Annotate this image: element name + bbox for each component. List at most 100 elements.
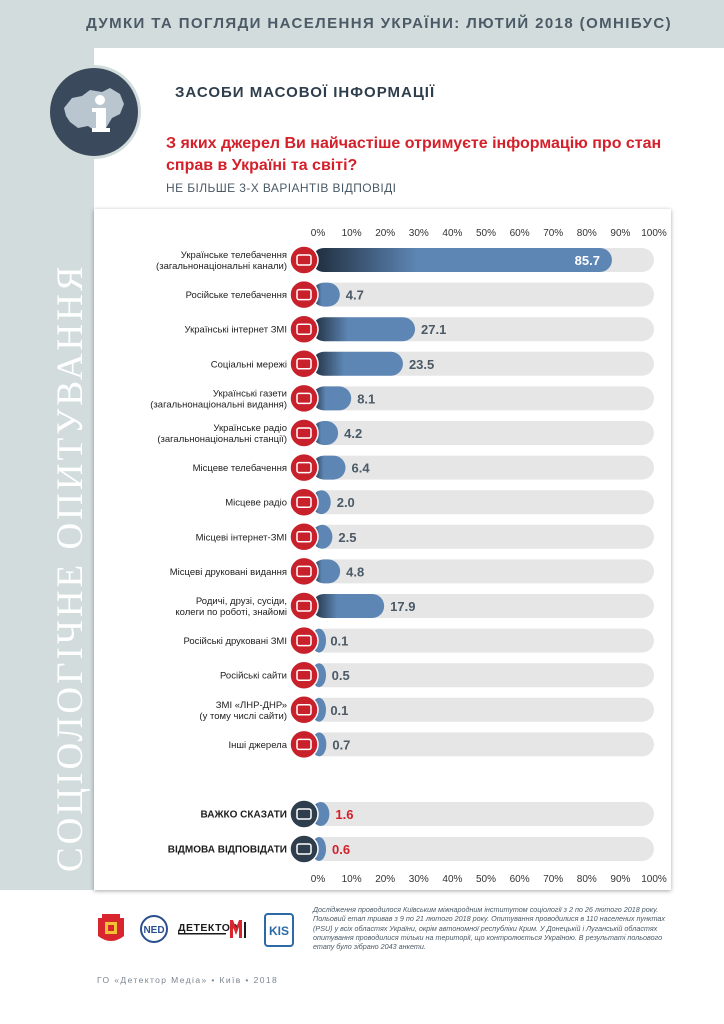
bar-value-label: 4.2 [344,426,362,441]
bar-source-icon-glyph [296,288,312,301]
bar-source-icon-glyph [296,565,312,578]
bar-value-label: 2.5 [338,530,356,545]
tick-label-top: 80% [577,228,597,239]
bar-value-label: 27.1 [421,322,446,337]
bar-track [312,697,654,722]
bar-value-label: 8.1 [357,391,375,406]
tick-label-bottom: 50% [476,874,496,885]
extra-category-label: ВІДМОВА ВІДПОВІДАТИ [168,845,287,856]
bar-category-label: Місцеві друковані видання [170,567,287,578]
tick-label-bottom: 60% [510,874,530,885]
bar-source-icon-glyph [296,358,312,370]
extra-source-icon-glyph [296,843,312,855]
bar-category-label: Українські газети (загальнонаціональні ви… [150,388,287,410]
bar-value-label: 0.7 [332,737,350,752]
bar-source-icon-glyph [296,531,312,543]
answer-limit-note: НЕ БІЛЬШЕ 3-Х ВАРІАНТІВ ВІДПОВІДІ [166,181,397,195]
bar-category-label: Російські друковані ЗМІ [183,636,287,647]
bar-category-label: Родичі, друзі, сусіди, колеги по роботі, … [175,596,287,618]
tick-label-bottom: 90% [610,874,630,885]
extra-source-icon-glyph [296,808,312,820]
bar-source-icon [289,625,319,656]
bar-source-icon-glyph [296,600,312,612]
bar-track [312,559,654,584]
bar-category-label: Місцеве телебачення [193,463,287,474]
bar-value-label: 2.0 [337,495,355,510]
bar-track [312,732,654,757]
tick-label-bottom: 30% [409,874,429,885]
question-text: З яких джерел Ви найчастіше отримуєте ін… [166,135,662,174]
bar-track [312,524,654,549]
detector-logo-text: ДЕТЕКТОР [178,922,238,934]
bar-source-icon [289,452,319,483]
bar-source-icon-glyph [296,427,312,439]
bar-source-icon [289,383,319,414]
bar-source-icon [289,556,319,587]
bar-value-label: 0.5 [332,668,350,683]
bar-bar [312,351,403,376]
tick-label-bottom: 80% [577,874,597,885]
chart-panel: 0% 0% 10% 10% 20% 20% 30% 30% 40% 40% 50% 50% 60% 60%… [94,209,671,890]
bar-source-icon-glyph [296,738,312,751]
bar-category-label: Українські інтернет ЗМІ [185,325,288,336]
bar-source-icon-glyph [296,392,312,405]
tick-label-bottom: 100% [641,874,667,885]
bar-source-icon [289,279,319,310]
tick-label-bottom: 10% [342,874,362,885]
header-band [0,0,724,48]
media-sources-chart: 0% 0% 10% 10% 20% 20% 30% 30% 40% 40% 50% 50% 60% 60%… [150,228,667,885]
bar-bar [312,455,346,480]
bar-bar [312,559,341,584]
bar-bar [312,421,339,445]
bar-track [312,628,654,653]
bar-bar [312,248,612,272]
bar-category-label: Соціальні мережі [211,359,287,370]
bar-source-icon [289,487,319,517]
kiis-logo: KIS [264,913,294,952]
tick-label-top: 20% [375,228,395,239]
bar-source-icon-glyph [296,323,312,335]
bar-value-label: 4.7 [346,288,364,303]
detector-media-logo: ДЕТЕКТОР [178,918,248,949]
bar-track [312,282,654,307]
methodology-footnote: Дослідження проводилося Київським міжнар… [313,905,666,952]
bar-source-icon-glyph [296,496,312,508]
extra-value-label: 0.6 [332,842,350,857]
extra-track [312,837,654,861]
footer-logos: NED ДЕТЕКТОР KIS [94,912,304,952]
tick-label-top: 60% [510,228,530,239]
tick-label-bottom: 70% [543,874,563,885]
bar-category-label: ЗМІ «ЛНР-ДНР» (у тому числі сайти) [199,700,287,722]
bar-track [312,386,654,411]
page-header-title: ДУМКИ ТА ПОГЛЯДИ НАСЕЛЕННЯ УКРАЇНИ: ЛЮТИ… [86,15,672,32]
tick-label-top: 70% [543,228,563,239]
tick-label-top: 90% [610,228,630,239]
tick-label-top: 40% [442,228,462,239]
info-map-icon [50,68,138,156]
bar-value-label: 4.8 [346,564,364,579]
bar-value-label: 17.9 [390,599,415,614]
bar-value-label: 0.1 [330,703,348,718]
svg-text:KIS: KIS [269,924,289,938]
bar-category-label: Місцеве радіо [225,498,287,509]
tick-label-top: 10% [342,228,362,239]
bar-source-icon [289,314,319,344]
bar-source-icon [289,418,319,448]
extra-track [312,802,654,826]
bar-source-icon-glyph [296,669,312,681]
svg-text:NED: NED [143,925,164,936]
bar-bar [312,594,385,618]
tick-label-top: 0% [311,228,326,239]
bar-source-icon [289,349,319,379]
kmis-coat-of-arms-logo [96,912,126,953]
extra-category-label: ВАЖКО СКАЗАТИ [201,810,287,821]
publisher-credit: ГО «Детектор Медіа» • Київ • 2018 [97,975,279,985]
section-title: ЗАСОБИ МАСОВОЇ ІНФОРМАЦІЇ [175,84,436,101]
bar-value-label: 0.1 [330,634,348,649]
tick-label-bottom: 20% [375,874,395,885]
tick-label-top: 50% [476,228,496,239]
side-label: СОЦІОЛОГІЧНЕ ОПИТУВАННЯ [50,263,91,872]
bar-bar [312,386,352,411]
bar-source-icon-glyph [296,461,312,474]
bar-bar [312,282,340,307]
